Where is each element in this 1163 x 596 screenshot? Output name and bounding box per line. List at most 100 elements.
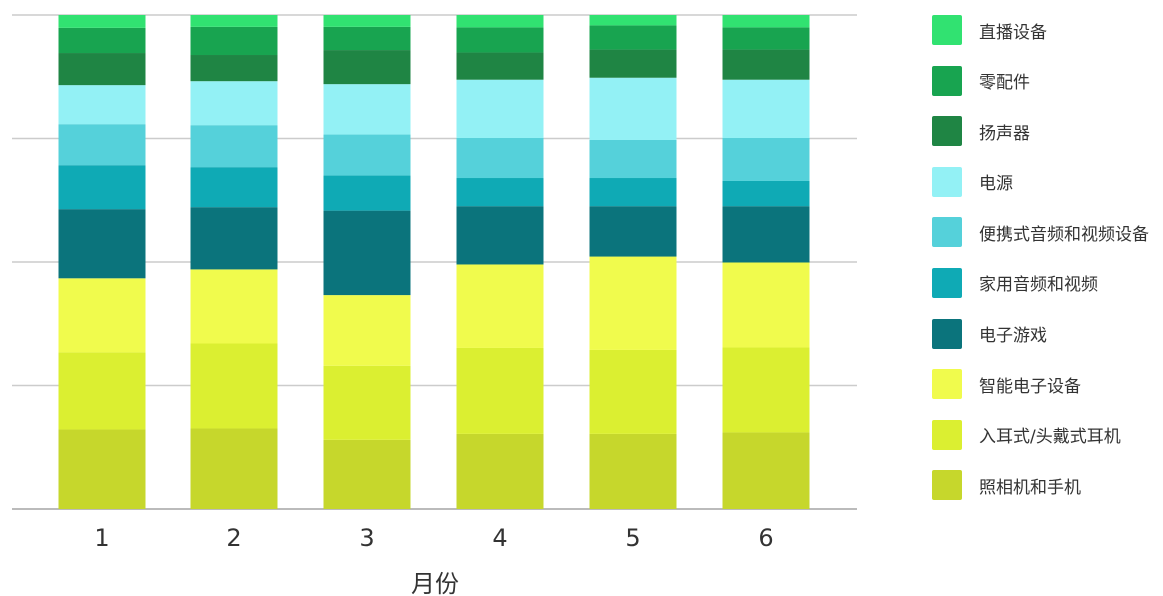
bar-segment-10-month-3 [323, 15, 411, 27]
bar-segment-2-month-2 [190, 343, 278, 429]
legend-label: 扬声器 [979, 123, 1030, 144]
bar-segment-1-month-4 [456, 433, 544, 509]
bar-segment-6-month-4 [456, 138, 544, 179]
bar-segment-1-month-3 [323, 439, 411, 509]
legend-item: 智能电子设备 [932, 369, 1149, 400]
legend-item: 直播设备 [932, 15, 1149, 45]
bar-segment-10-month-5 [589, 15, 677, 26]
bar-segment-8-month-5 [589, 49, 677, 78]
bars [58, 15, 810, 509]
legend-swatch [932, 65, 962, 96]
bar-segment-6-month-6 [722, 138, 810, 181]
bar-segment-2-month-4 [456, 347, 544, 434]
bar-segment-10-month-1 [58, 15, 146, 28]
legend-label: 智能电子设备 [979, 376, 1081, 397]
bar-segment-4-month-2 [190, 207, 278, 270]
x-tick-label: 5 [625, 524, 640, 552]
bar-segment-8-month-6 [722, 49, 810, 80]
legend-label: 零配件 [979, 73, 1030, 94]
legend-label: 电子游戏 [979, 326, 1047, 347]
bar-segment-3-month-6 [722, 262, 810, 348]
bar-segment-10-month-2 [190, 15, 278, 27]
gridlines [12, 14, 857, 510]
legend-item: 家用音频和视频 [932, 267, 1149, 298]
bar-segment-5-month-2 [190, 167, 278, 208]
bar-segment-3-month-4 [456, 264, 544, 348]
legend-label: 直播设备 [979, 22, 1047, 43]
bar-segment-10-month-6 [722, 15, 810, 28]
legend-swatch [932, 267, 962, 298]
bar-segment-10-month-4 [456, 15, 544, 28]
bar-segment-4-month-4 [456, 206, 544, 265]
legend: 直播设备零配件扬声器电源便携式音频和视频设备 家用音频和视频 电子游戏智能电子设备入… [932, 15, 1149, 521]
legend-swatch [932, 217, 962, 248]
bar-segment-3-month-1 [58, 278, 146, 353]
bar-segment-7-month-5 [589, 77, 677, 140]
bar-segment-6-month-5 [589, 139, 677, 179]
legend-label: 家用音频和视频 [979, 275, 1098, 296]
x-tick-label: 3 [359, 524, 374, 552]
bar-segment-6-month-3 [323, 134, 411, 176]
bar-segment-3-month-5 [589, 256, 677, 350]
bar-segment-3-month-2 [190, 269, 278, 344]
legend-label: 便携式音频和视频设备 [979, 224, 1149, 245]
x-tick-label: 4 [492, 524, 507, 552]
legend-item: 电子游戏 [932, 318, 1149, 349]
bar-segment-9-month-1 [58, 27, 146, 54]
legend-item: 入耳式/头戴式耳机 [932, 419, 1149, 450]
bar-segment-1-month-2 [190, 428, 278, 509]
bar-segment-9-month-4 [456, 27, 544, 53]
bar-segment-1-month-5 [589, 433, 677, 509]
bar-segment-2-month-3 [323, 365, 411, 440]
legend-item: 电源 [932, 166, 1149, 197]
bar-segment-8-month-2 [190, 55, 278, 82]
bar-segment-5-month-3 [323, 175, 411, 211]
legend-swatch [932, 419, 962, 450]
bar-segment-9-month-6 [722, 27, 810, 50]
bar-segment-4-month-5 [589, 206, 677, 257]
bar-segment-9-month-3 [323, 26, 411, 51]
bar-segment-9-month-5 [589, 25, 677, 50]
legend-item: 零配件 [932, 65, 1149, 96]
bar-segment-7-month-3 [323, 84, 411, 135]
legend-item: 照相机和手机 [932, 470, 1149, 501]
legend-swatch [932, 166, 962, 197]
legend-swatch [932, 470, 962, 501]
bar-segment-1-month-1 [58, 429, 146, 509]
x-tick-label: 2 [226, 524, 241, 552]
bar-segment-5-month-1 [58, 165, 146, 210]
x-axis-title: 月份 [411, 570, 459, 596]
bar-segment-6-month-2 [190, 125, 278, 168]
legend-label: 照相机和手机 [979, 477, 1081, 498]
bar-segment-4-month-6 [722, 206, 810, 263]
legend-item: 扬声器 [932, 116, 1149, 147]
bar-segment-6-month-1 [58, 124, 146, 166]
legend-swatch [932, 369, 962, 400]
bar-segment-2-month-1 [58, 352, 146, 430]
bar-segment-8-month-1 [58, 53, 146, 86]
bar-segment-7-month-6 [722, 79, 810, 139]
legend-item: 便携式音频和视频设备 [932, 217, 1149, 248]
bar-segment-5-month-5 [589, 178, 677, 207]
legend-swatch [932, 15, 962, 45]
legend-swatch [932, 116, 962, 147]
bar-segment-3-month-3 [323, 295, 411, 366]
legend-label: 入耳式/头戴式耳机 [979, 427, 1121, 448]
bar-segment-5-month-4 [456, 178, 544, 207]
legend-swatch [932, 318, 962, 349]
x-tick-label: 6 [758, 524, 773, 552]
x-tick-label: 1 [94, 524, 109, 552]
bar-segment-4-month-3 [323, 210, 411, 296]
bar-segment-4-month-1 [58, 209, 146, 279]
bar-segment-7-month-2 [190, 81, 278, 126]
bar-segment-7-month-4 [456, 79, 544, 139]
x-tick-labels: 1 2 3 4 5 6 [94, 524, 773, 552]
bar-segment-2-month-6 [722, 347, 810, 433]
bar-segment-5-month-6 [722, 180, 810, 207]
bar-segment-9-month-2 [190, 26, 278, 56]
bar-segment-8-month-4 [456, 52, 544, 80]
bar-segment-7-month-1 [58, 85, 146, 125]
bar-segment-8-month-3 [323, 50, 411, 85]
legend-label: 电源 [979, 174, 1013, 195]
